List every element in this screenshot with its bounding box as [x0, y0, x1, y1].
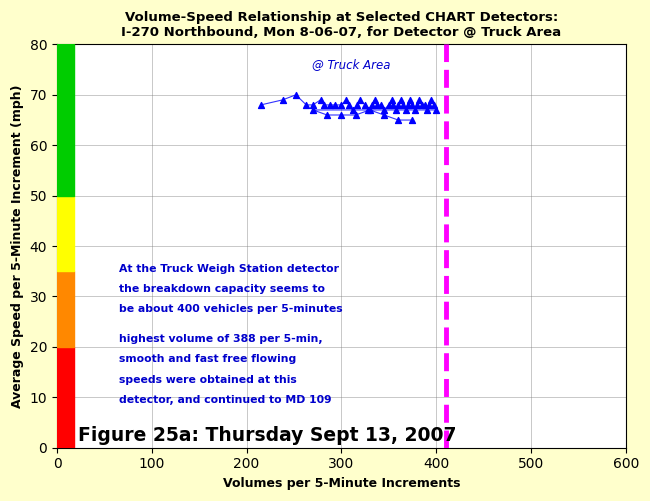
Point — [341, 96, 351, 104]
Point — [355, 96, 365, 104]
Point — [350, 111, 361, 119]
Text: the breakdown capacity seems to: the breakdown capacity seems to — [118, 284, 324, 294]
Point — [414, 96, 424, 104]
Point — [391, 106, 402, 114]
Bar — [57, 45, 74, 195]
Point — [325, 101, 335, 109]
Point — [319, 101, 330, 109]
Point — [330, 101, 340, 109]
Point — [421, 106, 432, 114]
Text: speeds were obtained at this: speeds were obtained at this — [118, 375, 296, 385]
Text: smooth and fast free flowing: smooth and fast free flowing — [118, 354, 296, 364]
Point — [367, 101, 377, 109]
Point — [398, 101, 408, 109]
Point — [344, 101, 354, 109]
X-axis label: Volumes per 5-Minute Increments: Volumes per 5-Minute Increments — [222, 477, 460, 490]
Title: Volume-Speed Relationship at Selected CHART Detectors:
I-270 Northbound, Mon 8-0: Volume-Speed Relationship at Selected CH… — [122, 11, 562, 39]
Point — [255, 101, 266, 109]
Point — [388, 101, 398, 109]
Point — [431, 106, 441, 114]
Text: At the Truck Weigh Station detector: At the Truck Weigh Station detector — [118, 264, 339, 274]
Point — [360, 101, 370, 109]
Text: @ Truck Area: @ Truck Area — [311, 58, 390, 71]
Point — [348, 106, 358, 114]
Point — [369, 96, 380, 104]
Text: highest volume of 388 per 5-min,: highest volume of 388 per 5-min, — [118, 334, 322, 344]
Text: detector, and continued to MD 109: detector, and continued to MD 109 — [118, 395, 332, 405]
Y-axis label: Average Speed per 5-Minute Increment (mph): Average Speed per 5-Minute Increment (mp… — [11, 84, 24, 408]
Point — [301, 101, 311, 109]
Point — [400, 106, 411, 114]
Point — [278, 96, 288, 104]
Point — [322, 111, 332, 119]
Point — [315, 96, 326, 104]
Point — [408, 116, 418, 124]
Point — [336, 111, 346, 119]
Point — [336, 101, 346, 109]
Point — [426, 96, 437, 104]
Bar — [57, 195, 74, 271]
Point — [393, 116, 404, 124]
Point — [386, 96, 396, 104]
Text: be about 400 vehicles per 5-minutes: be about 400 vehicles per 5-minutes — [118, 304, 343, 314]
Point — [408, 101, 418, 109]
Point — [396, 96, 406, 104]
Point — [393, 101, 404, 109]
Point — [352, 101, 363, 109]
Point — [363, 106, 373, 114]
Point — [307, 106, 318, 114]
Point — [410, 106, 421, 114]
Point — [423, 101, 434, 109]
Point — [376, 101, 386, 109]
Point — [404, 96, 415, 104]
Point — [379, 111, 389, 119]
Point — [379, 106, 389, 114]
Point — [384, 101, 394, 109]
Point — [417, 101, 427, 109]
Point — [372, 101, 383, 109]
Point — [429, 101, 439, 109]
Point — [365, 106, 375, 114]
Bar — [57, 347, 74, 447]
Text: Figure 25a: Thursday Sept 13, 2007: Figure 25a: Thursday Sept 13, 2007 — [78, 426, 456, 445]
Point — [419, 101, 430, 109]
Point — [307, 101, 318, 109]
Point — [412, 101, 423, 109]
Point — [291, 91, 301, 99]
Bar — [57, 271, 74, 347]
Point — [402, 101, 413, 109]
